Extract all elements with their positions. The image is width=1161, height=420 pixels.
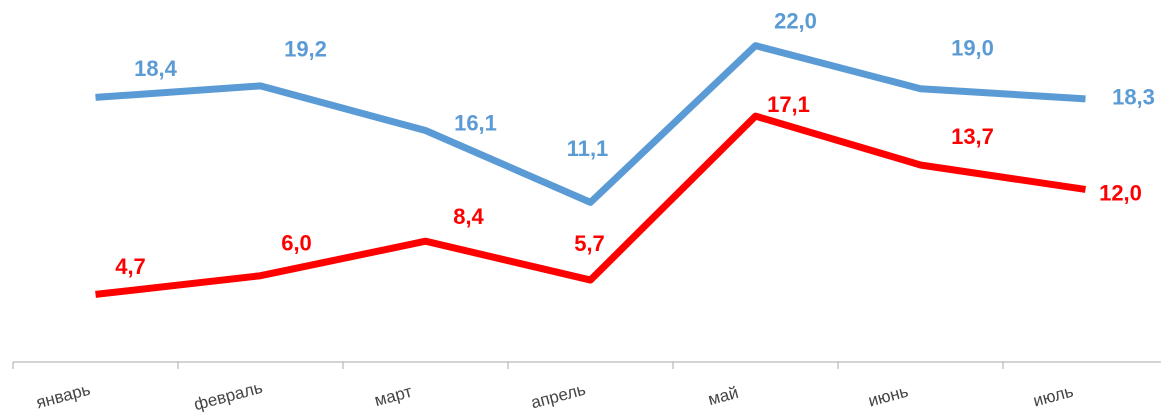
x-tick-label: июнь [866,382,910,411]
data-label: 12,0 [1099,180,1142,205]
data-label: 4,7 [115,254,146,279]
data-label: 19,2 [284,37,327,62]
x-tick-label: май [706,383,741,409]
x-tick-label: апрель [529,380,588,413]
data-label: 6,0 [281,231,312,256]
data-label: 13,7 [951,124,994,149]
x-tick-label: март [372,382,414,410]
line-series [95,42,1086,206]
data-label: 11,1 [567,136,609,161]
data-label: 17,1 [767,92,810,117]
x-tick-label: июль [1031,382,1075,411]
data-label: 18,3 [1112,85,1155,110]
data-label: 19,0 [951,36,994,61]
data-label: 16,1 [454,110,497,135]
data-label: 8,4 [453,204,484,229]
line-series [95,112,1087,298]
data-label: 5,7 [574,231,605,256]
data-label: 18,4 [134,56,178,81]
x-tick-label: февраль [192,378,265,415]
data-label: 22,0 [774,8,817,33]
x-tick-label: январь [34,380,92,413]
